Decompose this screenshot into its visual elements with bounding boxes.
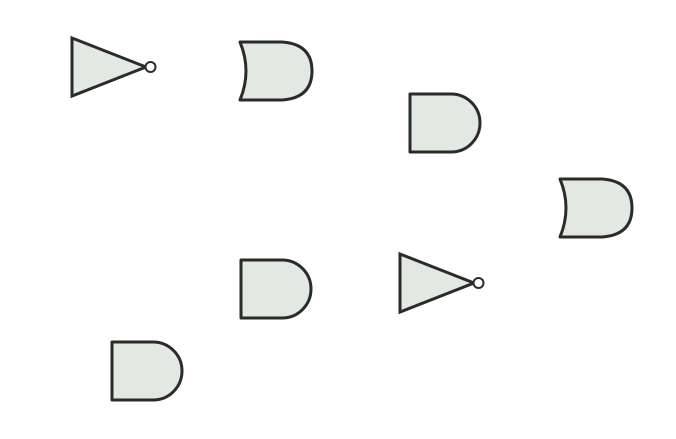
not-gate-body — [398, 251, 479, 315]
gates-layer — [70, 35, 634, 402]
or-gate-body — [238, 40, 314, 102]
or-gate — [238, 40, 314, 102]
and-gate-body — [408, 92, 482, 154]
or-gate-body — [558, 177, 634, 239]
not-gate-body — [70, 35, 151, 99]
and-gate — [408, 92, 482, 154]
and-gate-body — [110, 340, 184, 402]
inversion-bubble — [472, 277, 485, 289]
and-gate — [110, 340, 184, 402]
inversion-bubble — [144, 61, 157, 73]
not-gate — [70, 35, 157, 99]
or-gate — [558, 177, 634, 239]
not-gate — [398, 251, 485, 315]
and-gate-body — [239, 258, 313, 320]
and-gate — [239, 258, 313, 320]
